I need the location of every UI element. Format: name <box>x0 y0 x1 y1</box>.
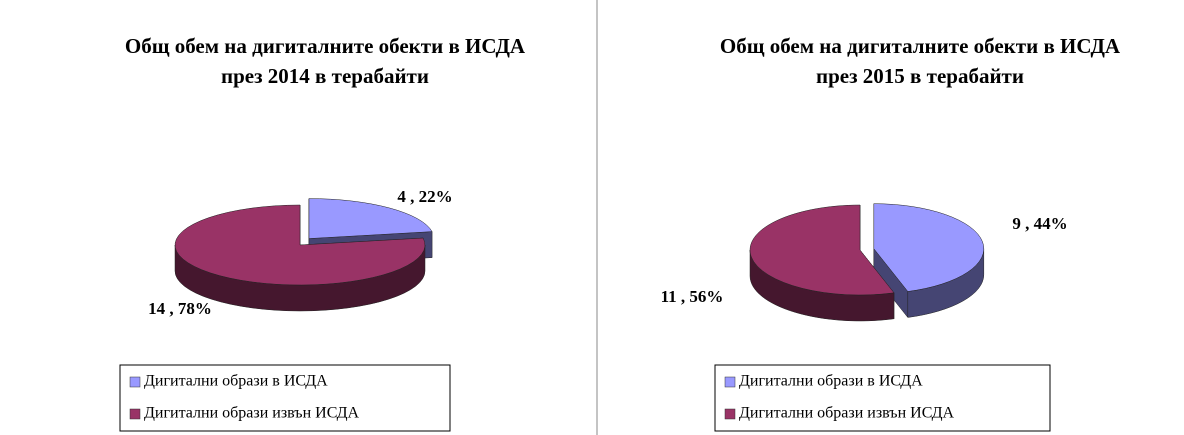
legend-label: Дигитални образи извън ИСДА <box>144 405 359 422</box>
legend-box <box>119 364 451 432</box>
data-label: 4 , 22% <box>397 187 452 206</box>
legend-box <box>714 364 1051 432</box>
data-label: 14 , 78% <box>148 299 212 318</box>
slice <box>174 204 426 286</box>
legend-swatch <box>724 408 736 420</box>
slice <box>873 203 985 292</box>
legend-swatch <box>724 376 736 388</box>
legend-label: Дигитални образи в ИСДА <box>739 373 923 390</box>
legend-swatch <box>129 408 141 420</box>
legend-label: Дигитални образи извън ИСДА <box>739 405 954 422</box>
data-label: 11 , 56% <box>661 287 724 306</box>
chart-title: Общ обем на дигиталните обекти в ИСДА <box>720 34 1121 58</box>
data-label: 9 , 44% <box>1012 214 1067 233</box>
legend-label: Дигитални образи в ИСДА <box>144 373 328 390</box>
chart-title: Общ обем на дигиталните обекти в ИСДА <box>125 34 526 58</box>
slice <box>308 198 433 239</box>
legend-swatch <box>129 376 141 388</box>
slice <box>749 204 895 296</box>
chart-title: през 2015 в терабайти <box>816 64 1024 88</box>
chart-title: през 2014 в терабайти <box>221 64 429 88</box>
